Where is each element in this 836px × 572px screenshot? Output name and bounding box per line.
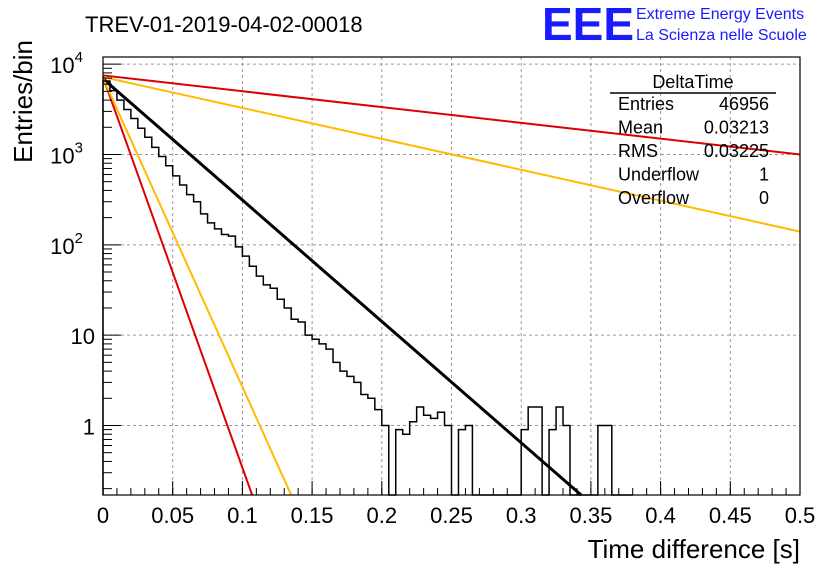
x-tick-label: 0.45 [709, 503, 752, 528]
stats-value: 1 [759, 165, 769, 185]
logo-line2: La Scienza nelle Scuole [636, 27, 807, 44]
x-tick-label: 0.3 [506, 503, 537, 528]
fit-line-2 [102, 76, 801, 233]
logo-eee: EEE [542, 0, 634, 50]
stats-value: 0.03213 [704, 118, 769, 138]
x-tick-label: 0.25 [430, 503, 473, 528]
stats-label: Underflow [618, 165, 700, 185]
fit-line-0 [102, 77, 583, 497]
x-tick-label: 0.5 [785, 503, 816, 528]
fit-line-3 [102, 76, 254, 496]
stats-label: Overflow [618, 188, 690, 208]
stats-label: RMS [618, 141, 658, 161]
y-tick-exponent: 3 [75, 139, 83, 156]
stats-label: Entries [618, 94, 674, 114]
x-tick-label: 0.4 [645, 503, 676, 528]
x-tick-label: 0 [97, 503, 109, 528]
y-tick-exponent: 2 [75, 230, 83, 247]
eee-logo: EEE Extreme Energy Events La Scienza nel… [542, 0, 807, 50]
x-tick-label: 0.05 [151, 503, 194, 528]
chart-title: TREV-01-2019-04-02-00018 [85, 12, 363, 37]
fit-lines [102, 74, 801, 497]
axis-ticks [102, 63, 801, 495]
x-axis-title: Time difference [s] [588, 534, 800, 564]
x-tick-label: 0.1 [227, 503, 258, 528]
y-tick-exponent: 4 [75, 49, 83, 66]
stats-value: 0.03225 [704, 141, 769, 161]
y-axis-title: Entries/bin [8, 40, 38, 163]
y-tick-label: 10 [71, 324, 95, 349]
logo-line1: Extreme Energy Events [636, 6, 804, 23]
histogram [102, 80, 633, 496]
stats-box: DeltaTime Entries 46956 Mean 0.03213 RMS 0.03… [610, 72, 776, 208]
y-tick-label: 1 [83, 414, 95, 439]
stats-label: Mean [618, 118, 663, 138]
tick-labels: 0 0.05 0.1 0.15 0.2 0.25 0.3 0.35 0.4 0.45 0.51101… [50, 49, 815, 528]
x-tick-label: 0.35 [569, 503, 612, 528]
x-tick-label: 0.15 [291, 503, 334, 528]
x-tick-label: 0.2 [367, 503, 398, 528]
fit-line-1 [102, 74, 801, 156]
stats-value: 46956 [719, 94, 769, 114]
histogram-outline [102, 80, 633, 496]
fit-line-4 [102, 77, 293, 496]
stats-value: 0 [759, 188, 769, 208]
stats-title: DeltaTime [652, 72, 733, 92]
